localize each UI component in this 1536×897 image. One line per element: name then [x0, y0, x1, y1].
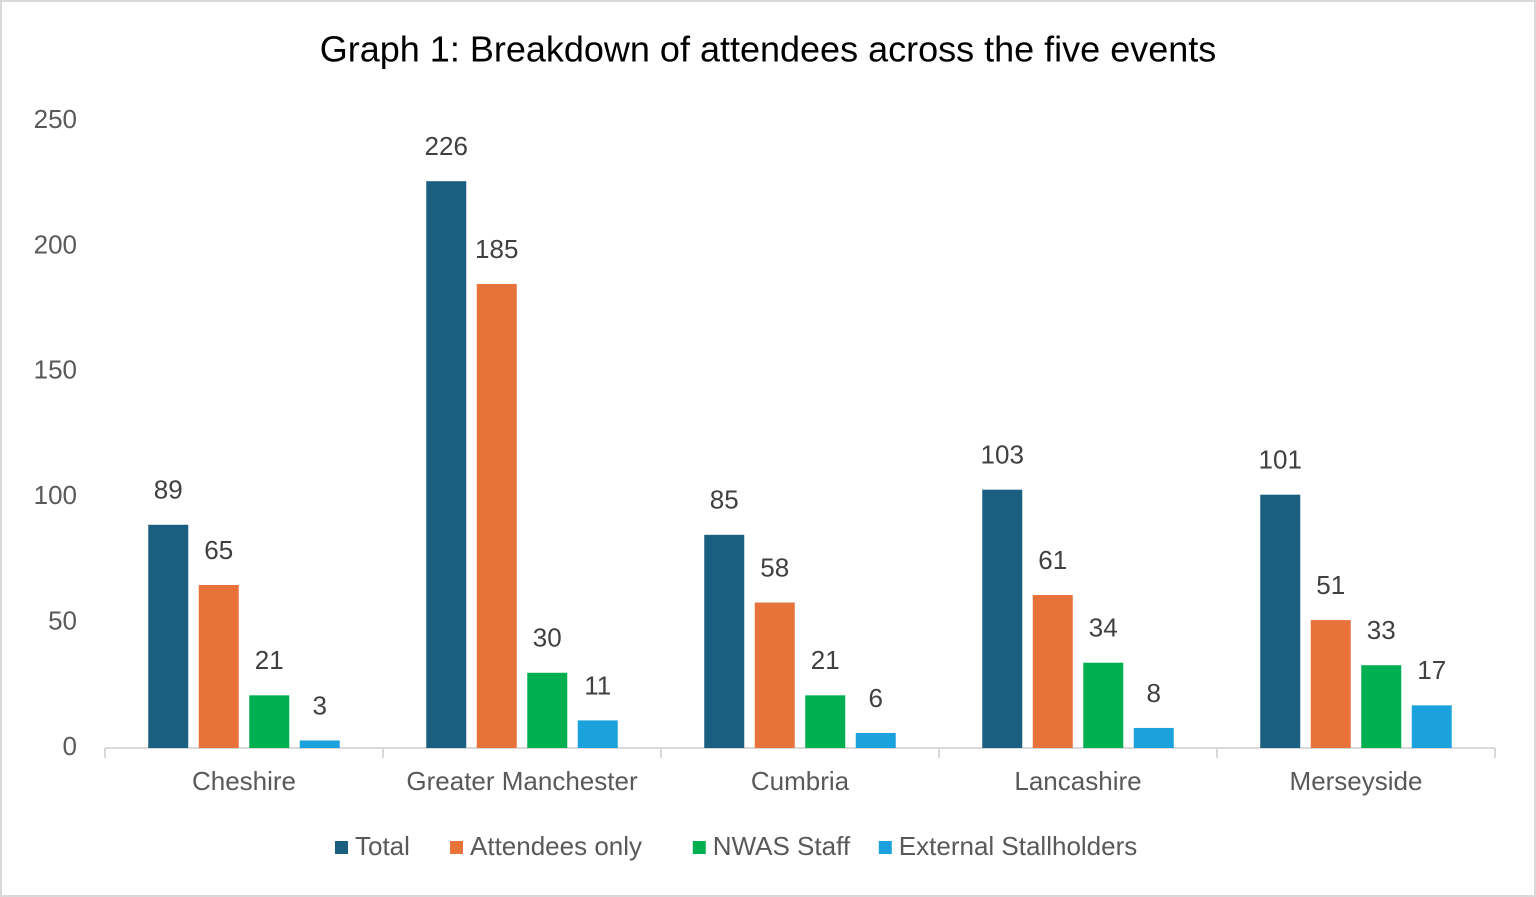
value-label: 58: [760, 552, 789, 582]
y-tick-label: 100: [34, 480, 77, 510]
value-label: 21: [255, 645, 284, 675]
x-tick-label: Cheshire: [192, 766, 296, 796]
y-tick-label: 250: [34, 104, 77, 134]
bar: [1032, 595, 1073, 748]
legend-label: Total: [355, 831, 410, 861]
bar: [1083, 662, 1124, 748]
bar: [527, 672, 568, 748]
legend-swatch: [450, 841, 463, 854]
value-label: 3: [313, 690, 327, 720]
legend-label: Attendees only: [470, 831, 642, 861]
bar: [1260, 494, 1301, 748]
x-tick-label: Cumbria: [751, 766, 850, 796]
value-label: 185: [475, 234, 518, 264]
bar: [426, 181, 467, 748]
x-tick-label: Greater Manchester: [406, 766, 638, 796]
value-label: 8: [1147, 678, 1161, 708]
x-tick-label: Lancashire: [1014, 766, 1141, 796]
y-tick-label: 200: [34, 229, 77, 259]
value-label: 34: [1089, 613, 1118, 643]
value-label: 65: [204, 535, 233, 565]
legend-swatch: [335, 841, 348, 854]
legend-label: NWAS Staff: [713, 831, 851, 861]
value-label: 85: [710, 485, 739, 515]
bar: [1361, 665, 1402, 748]
y-tick-label: 150: [34, 355, 77, 385]
value-label: 21: [811, 645, 840, 675]
bar: [982, 489, 1023, 748]
value-label: 61: [1038, 545, 1067, 575]
legend-label: External Stallholders: [899, 831, 1137, 861]
value-label: 101: [1259, 445, 1302, 475]
bar: [148, 524, 189, 748]
bar: [754, 602, 795, 748]
chart-title: Graph 1: Breakdown of attendees across t…: [320, 29, 1217, 70]
legend-swatch: [692, 841, 706, 854]
bar: [476, 284, 517, 748]
value-label: 103: [981, 440, 1024, 470]
value-label: 17: [1417, 655, 1446, 685]
bar: [299, 740, 340, 748]
bar: [1133, 727, 1174, 748]
value-label: 33: [1367, 615, 1396, 645]
bar: [855, 732, 896, 748]
bar: [805, 695, 846, 748]
value-label: 11: [584, 670, 611, 700]
bar: [198, 584, 239, 748]
bar: [704, 534, 745, 748]
legend-swatch: [878, 841, 892, 854]
y-tick-label: 50: [48, 605, 77, 635]
bar: [577, 720, 618, 748]
value-label: 30: [533, 623, 562, 653]
value-label: 226: [425, 131, 468, 161]
value-label: 51: [1316, 570, 1345, 600]
bar: [249, 695, 290, 748]
value-label: 89: [154, 475, 183, 505]
bar: [1411, 705, 1452, 748]
y-tick-label: 0: [63, 731, 77, 761]
bar: [1310, 620, 1351, 748]
value-label: 6: [869, 683, 883, 713]
x-tick-label: Merseyside: [1290, 766, 1423, 796]
